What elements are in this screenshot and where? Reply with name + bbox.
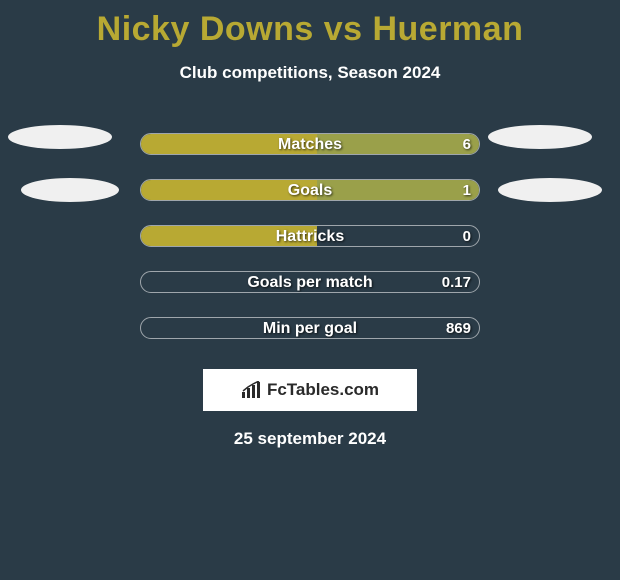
decorative-ellipse (21, 178, 119, 202)
decorative-ellipse (498, 178, 602, 202)
stat-label: Goals (141, 180, 479, 201)
stat-row: Goals per match0.17 (0, 259, 620, 305)
bar-container: Min per goal869 (140, 317, 480, 339)
stat-label: Hattricks (141, 226, 479, 247)
stat-value-right: 0 (463, 226, 471, 247)
stats-content: Matches6Goals1Hattricks0Goals per match0… (0, 121, 620, 351)
stat-value-right: 1 (463, 180, 471, 201)
bar-container: Goals1 (140, 179, 480, 201)
stat-row: Hattricks0 (0, 213, 620, 259)
logo-box: FcTables.com (203, 369, 417, 411)
bar-container: Goals per match0.17 (140, 271, 480, 293)
date-label: 25 september 2024 (0, 429, 620, 449)
page-title: Nicky Downs vs Huerman (0, 0, 620, 49)
stat-label: Min per goal (141, 318, 479, 339)
decorative-ellipse (488, 125, 592, 149)
decorative-ellipse (8, 125, 112, 149)
stat-label: Goals per match (141, 272, 479, 293)
stat-value-right: 0.17 (442, 272, 471, 293)
bar-container: Matches6 (140, 133, 480, 155)
logo-text: FcTables.com (267, 380, 379, 400)
stat-value-right: 6 (463, 134, 471, 155)
subtitle: Club competitions, Season 2024 (0, 63, 620, 83)
stat-label: Matches (141, 134, 479, 155)
bar-container: Hattricks0 (140, 225, 480, 247)
chart-icon (241, 381, 263, 399)
stat-row: Min per goal869 (0, 305, 620, 351)
logo: FcTables.com (241, 380, 379, 400)
stat-value-right: 869 (446, 318, 471, 339)
